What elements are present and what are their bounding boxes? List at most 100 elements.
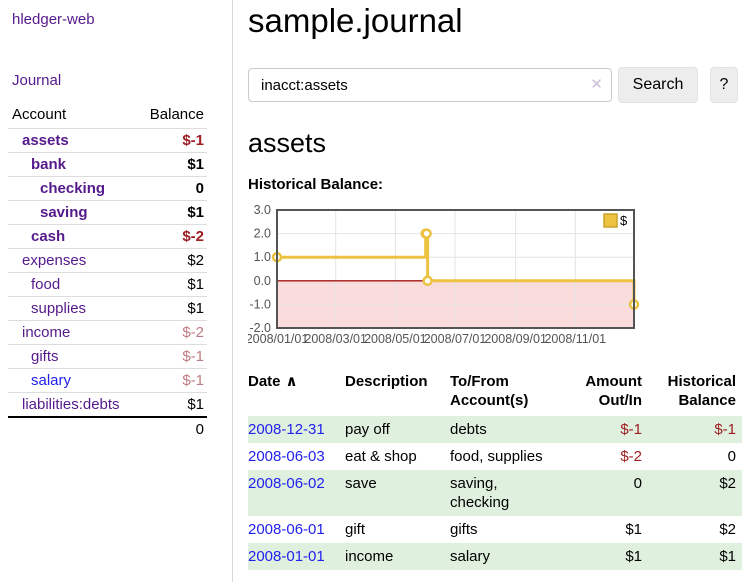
transaction-amount: $-1	[620, 421, 642, 438]
account-row-liabilities-debts: liabilities:debts $1	[8, 392, 207, 418]
account-row-salary: salary $-1	[8, 368, 207, 393]
sidebar: hledger-web Journal Account Balance asse…	[0, 0, 233, 582]
account-link-gifts[interactable]: gifts	[31, 348, 59, 365]
register-row[interactable]: 2008-01-01 income salary $1 $1	[248, 543, 742, 570]
transaction-accounts: salary	[450, 548, 491, 565]
account-balance: 0	[136, 176, 207, 201]
account-balance: $1	[136, 296, 207, 321]
register-header-description: Description	[345, 373, 428, 390]
account-row-gifts: gifts $-1	[8, 344, 207, 369]
account-link-cash[interactable]: cash	[31, 228, 66, 245]
svg-text:2008/03/01: 2008/03/01	[304, 332, 367, 346]
help-button[interactable]: ?	[710, 67, 738, 103]
transaction-amount: $-2	[620, 448, 642, 465]
account-balance: $-1	[136, 128, 207, 153]
balance-chart-svg[interactable]: $3.0 2.0 1.0 0.0 -1.0 -2.02008/01/012008/03/0…	[246, 203, 742, 350]
svg-text:3.0: 3.0	[254, 204, 271, 217]
account-balance: $1	[136, 272, 207, 297]
clear-search-icon[interactable]: ✕	[590, 76, 603, 93]
svg-text:$: $	[620, 213, 628, 228]
transaction-accounts: debts	[450, 421, 487, 438]
svg-text:2008/07/01: 2008/07/01	[424, 332, 487, 346]
account-row-income: income $-2	[8, 320, 207, 345]
account-balance: $-2	[136, 320, 207, 345]
transaction-amount: $1	[625, 521, 642, 538]
transaction-balance: $2	[719, 521, 736, 538]
transaction-description: eat & shop	[345, 448, 417, 465]
transaction-date-link[interactable]: 2008-06-01	[248, 521, 325, 538]
account-row-checking: checking 0	[8, 176, 207, 201]
transaction-amount: $1	[625, 548, 642, 565]
account-row-supplies: supplies $1	[8, 296, 207, 321]
account-balance: $-1	[136, 368, 207, 393]
account-link-bank[interactable]: bank	[31, 156, 67, 173]
sidebar-item-journal[interactable]: Journal	[12, 72, 62, 89]
transaction-balance: $2	[719, 475, 736, 492]
account-link-checking[interactable]: checking	[40, 180, 106, 197]
account-link-supplies[interactable]: supplies	[31, 300, 87, 317]
account-row-cash: cash $-2	[8, 224, 207, 249]
transaction-accounts: food, supplies	[450, 448, 543, 465]
app-title-link[interactable]: hledger-web	[12, 11, 95, 28]
svg-text:2.0: 2.0	[254, 227, 271, 241]
accounts-header-account: Account	[8, 103, 137, 129]
sort-ascending-icon: ∧	[285, 373, 298, 390]
accounts-header-balance: Balance	[136, 103, 207, 129]
account-balance: $-2	[136, 224, 207, 249]
register-row[interactable]: 2008-06-03 eat & shop food, supplies $-2…	[248, 443, 742, 470]
transaction-balance: $1	[719, 548, 736, 565]
account-link-saving[interactable]: saving	[40, 204, 88, 221]
transaction-accounts: gifts	[450, 521, 478, 538]
search-button[interactable]: Search	[618, 67, 698, 103]
transaction-description: gift	[345, 521, 366, 538]
transaction-amount: 0	[633, 475, 642, 492]
account-balance: $-1	[136, 344, 207, 369]
account-balance: $1	[136, 152, 207, 177]
transaction-date-link[interactable]: 2008-06-03	[248, 448, 325, 465]
account-row-assets: assets $-1	[8, 128, 207, 153]
transaction-date-link[interactable]: 2008-01-01	[248, 548, 325, 565]
register-row[interactable]: 2008-06-02 save saving, checking 0 $2	[248, 470, 742, 516]
search-input[interactable]	[248, 68, 612, 102]
search-form: ✕ Search ?	[248, 67, 742, 103]
svg-text:0.0: 0.0	[254, 274, 271, 288]
account-link-salary[interactable]: salary	[31, 372, 72, 389]
account-balance: $1	[136, 200, 207, 225]
account-row-saving: saving $1	[8, 200, 207, 225]
account-balance: $1	[136, 392, 207, 418]
account-row-expenses: expenses $2	[8, 248, 207, 273]
transaction-date-link[interactable]: 2008-06-02	[248, 475, 325, 492]
register-table: Date ∧ Description To/From Account(s) Amo…	[248, 370, 742, 570]
account-link-food[interactable]: food	[31, 276, 61, 293]
account-link-liabilities-debts[interactable]: liabilities:debts	[22, 396, 120, 413]
accounts-total-value: 0	[136, 416, 207, 441]
transaction-accounts: saving, checking	[450, 475, 510, 511]
transaction-balance: 0	[727, 448, 736, 465]
accounts-total-row: 0	[8, 416, 207, 441]
svg-text:2008/01/01: 2008/01/01	[248, 332, 308, 346]
register-row[interactable]: 2008-06-01 gift gifts $1 $2	[248, 516, 742, 543]
accounts-balance-table: Account Balance assets $-1 bank $1 check…	[8, 103, 207, 441]
register-header-row: Date ∧ Description To/From Account(s) Amo…	[248, 370, 742, 416]
historical-balance-chart[interactable]: $3.0 2.0 1.0 0.0 -1.0 -2.0 2008/01/01 2008/03/0…	[246, 203, 742, 350]
transaction-description: income	[345, 548, 394, 565]
page-title: sample.journal	[248, 2, 463, 39]
account-row-bank: bank $1	[8, 152, 207, 177]
register-header-balance: Historical Balance	[667, 373, 736, 409]
transaction-description: pay off	[345, 421, 390, 438]
account-row-food: food $1	[8, 272, 207, 297]
svg-text:2008/11/01: 2008/11/01	[544, 332, 606, 346]
date-header-label: Date	[248, 373, 281, 390]
account-link-expenses[interactable]: expenses	[22, 252, 87, 269]
account-link-assets[interactable]: assets	[22, 132, 69, 149]
register-header-amount: Amount Out/In	[585, 373, 642, 409]
account-heading: assets	[248, 128, 327, 158]
register-header-date[interactable]: Date ∧	[248, 370, 345, 416]
svg-text:-2.0: -2.0	[249, 321, 271, 335]
transaction-date-link[interactable]: 2008-12-31	[248, 421, 325, 438]
main-content: sample.journal ✕ Search ? assets Histori…	[246, 0, 742, 570]
transaction-description: save	[345, 475, 377, 492]
register-row[interactable]: 2008-12-31 pay off debts $-1 $-1	[248, 416, 742, 443]
account-link-income[interactable]: income	[22, 324, 71, 341]
svg-text:-1.0: -1.0	[249, 297, 271, 311]
